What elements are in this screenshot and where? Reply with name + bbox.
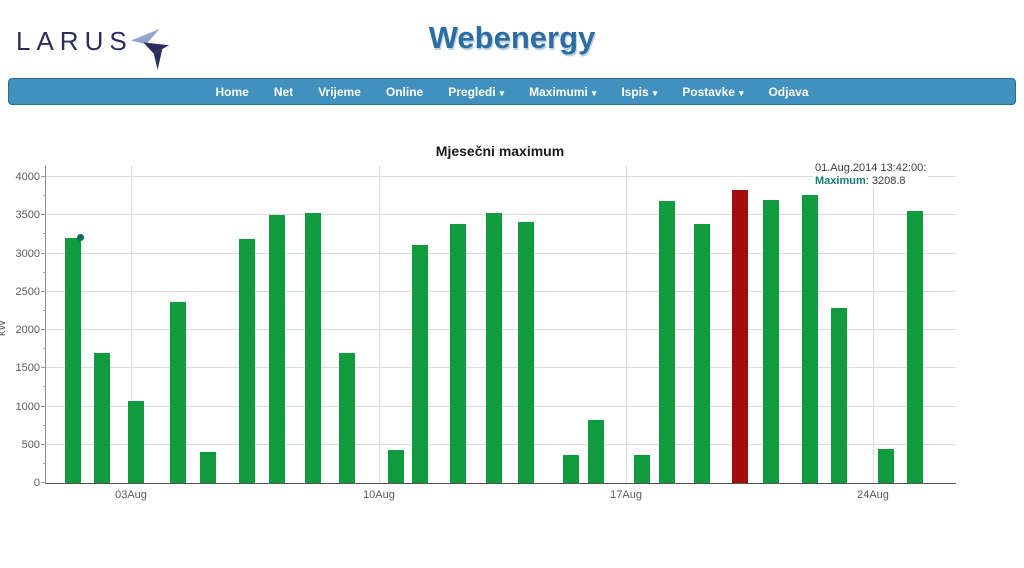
y-tick-label: 2000 [15,324,40,336]
bar[interactable] [268,215,285,483]
bar[interactable] [170,302,187,483]
nav-item-ispis[interactable]: Ispis ▾ [621,85,657,99]
bar[interactable] [588,420,605,483]
bar[interactable] [412,245,428,483]
nav-item-label: Home [215,84,249,99]
nav-item-odjava[interactable]: Odjava [768,85,808,99]
bar[interactable] [762,199,779,483]
y-gridline [46,176,956,177]
nav-item-label: Odjava [768,84,809,99]
tooltip-series-label: Maximum [815,175,866,187]
hover-marker-dot [77,233,85,241]
y-axis-minor-tick [43,386,46,388]
y-axis-tick [41,176,46,177]
y-tick-label: 4000 [15,171,40,183]
x-tick-label: 03Aug [115,489,147,501]
y-axis-minor-tick [43,195,46,197]
bar[interactable] [387,450,404,483]
y-axis-tick [41,214,46,216]
nav-item-label: Vrijeme [318,84,361,99]
x-tick-label: 24Aug [857,489,889,501]
bar[interactable] [304,212,321,483]
y-axis-tick [41,252,46,254]
bar[interactable] [518,222,535,483]
tooltip-maximum-line: Maximum: 3208.8 [815,175,926,188]
plot-area: 0 500 1000 1500 2000 2500 3000 3500 4000 03Aug 10A… [16,165,956,501]
nav-item-net[interactable]: Net [274,85,293,99]
bar[interactable] [562,454,579,483]
nav-item-maximumi[interactable]: Maximumi ▾ [529,85,596,99]
nav-item-home[interactable]: Home [216,85,249,99]
x-gridline [873,165,874,483]
y-tick-label: 500 [21,438,40,451]
chart-title: Mjesečni maximum [435,143,565,159]
caret-down-icon: ▾ [591,87,597,98]
y-tick-label: 0 [33,477,40,489]
nav-item-label: Pregledi [448,84,496,99]
bar[interactable] [65,237,82,483]
bar[interactable] [658,201,675,483]
y-axis-tick [41,443,46,445]
y-axis-tick [41,329,46,330]
y-tick-label: 3000 [15,247,40,260]
nav-item-pregledi[interactable]: Pregledi ▾ [448,85,504,99]
app-title: Webenergy [428,20,596,55]
y-axis-tick [41,482,46,483]
bar[interactable] [239,238,256,483]
tooltip-value: 3208.8 [871,175,906,187]
nav-item-label: Postavke [682,84,735,99]
bar[interactable] [802,194,819,483]
caret-down-icon: ▾ [652,87,658,98]
bar[interactable] [633,454,650,483]
chart-tooltip: 01.Aug.2014 13:42:00: Maximum: 3208.8 [813,162,929,188]
bar[interactable] [449,224,466,483]
x-gridline [130,165,132,483]
y-tick-label: 1500 [15,362,40,375]
bar[interactable] [93,352,110,483]
bar[interactable] [199,451,216,483]
bar[interactable] [127,401,144,483]
nav-item-label: Net [273,84,294,99]
y-axis-minor-tick [43,271,46,273]
nav-item-online[interactable]: Online [386,85,423,99]
y-tick-label: 1000 [15,400,40,413]
x-tick-label: 10Aug [363,489,395,501]
bar[interactable] [906,211,923,483]
x-gridline [626,165,628,483]
larus-logo-text: LARUS [16,26,133,56]
y-tick-label: 3500 [15,209,40,222]
x-gridline [378,165,380,483]
bar[interactable] [731,190,748,483]
nav-item-label: Maximumi [529,84,588,99]
y-axis-minor-tick [43,348,46,350]
y-axis-minor-tick [43,462,46,464]
y-axis-tick [41,290,46,292]
caret-down-icon: ▾ [499,87,505,98]
y-axis-tick [41,405,46,407]
nav-list: Home Net Vrijeme Online Pregledi ▾ Maximumi ▾ Is… [216,79,809,104]
larus-bird-icon [130,29,169,70]
tooltip-datetime: 01.Aug.2014 13:42:00: [815,162,927,174]
y-axis-minor-tick [43,309,46,311]
bar[interactable] [878,449,895,483]
nav-item-vrijeme[interactable]: Vrijeme [318,85,361,99]
y-axis-minor-tick [43,233,46,235]
y-tick-label: 2500 [15,285,40,298]
nav-item-label: Online [385,84,424,99]
x-tick-label: 17Aug [610,489,642,501]
main-navbar: Home Net Vrijeme Online Pregledi ▾ Maximumi ▾ Is… [8,78,1016,105]
larus-logo[interactable]: LARUS [16,26,169,70]
bar[interactable] [485,212,502,483]
bar[interactable] [830,307,847,483]
bar[interactable] [694,224,711,483]
nav-item-postavke[interactable]: Postavke ▾ [682,85,743,99]
nav-item-label: Ispis [621,84,649,99]
caret-down-icon: ▾ [738,87,744,98]
tooltip-separator: : [865,175,872,187]
y-axis-tick [41,367,46,369]
bar[interactable] [339,352,356,483]
y-axis-minor-tick [43,424,46,426]
